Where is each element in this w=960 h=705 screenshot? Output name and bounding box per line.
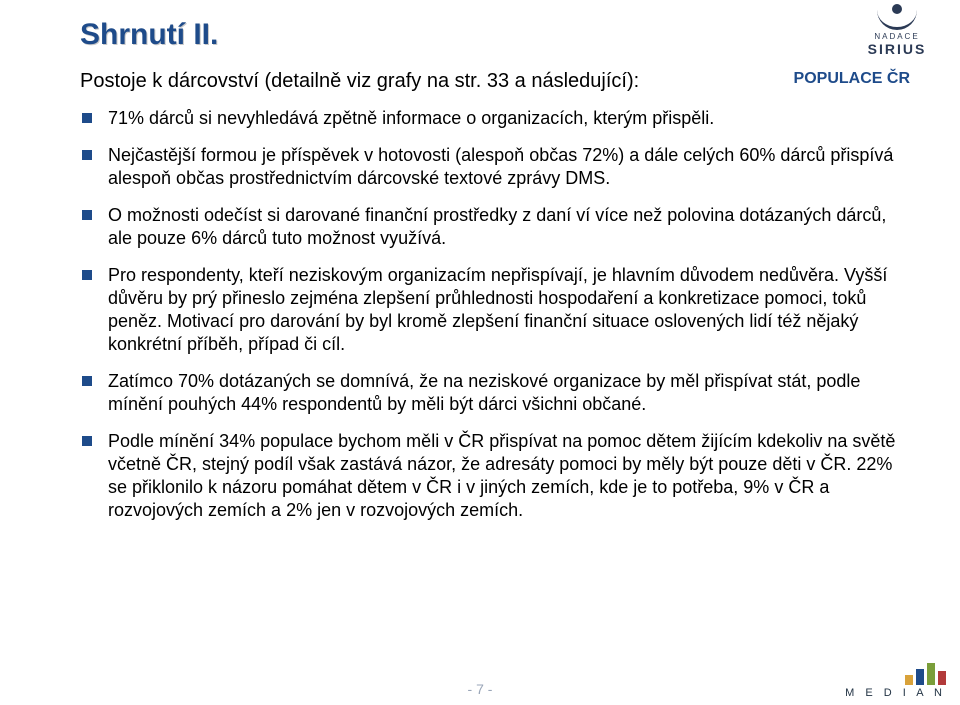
median-bar <box>905 675 913 685</box>
population-tag: POPULACE ČR <box>794 70 910 88</box>
subtitle: Postoje k dárcovství (detailně viz grafy… <box>80 70 910 93</box>
sirius-arc-icon <box>877 10 917 30</box>
median-label: M E D I A N <box>845 687 946 699</box>
bullet-item: Pro respondenty, kteří neziskovým organi… <box>108 264 910 356</box>
logo-sirius: NADACE SIRIUS <box>852 4 942 57</box>
sirius-line2: SIRIUS <box>852 41 942 57</box>
median-bar <box>938 671 946 685</box>
logo-median: M E D I A N <box>845 663 946 699</box>
bullet-item: Podle mínění 34% populace bychom měli v … <box>108 430 910 522</box>
bullet-item: 71% dárců si nevyhledává zpětně informac… <box>108 107 910 130</box>
median-bars-icon <box>845 663 946 685</box>
bullet-item: O možnosti odečíst si darované finanční … <box>108 204 910 250</box>
bullet-item: Nejčastější formou je příspěvek v hotovo… <box>108 144 910 190</box>
bullet-item: Zatímco 70% dotázaných se domnívá, že na… <box>108 370 910 416</box>
median-bar <box>927 663 935 685</box>
sirius-line1: NADACE <box>852 32 942 41</box>
slide-page: NADACE SIRIUS Shrnutí II. Postoje k dárc… <box>0 0 960 705</box>
median-bar <box>916 669 924 685</box>
bullet-list: 71% dárců si nevyhledává zpětně informac… <box>80 107 910 522</box>
page-title: Shrnutí II. <box>80 18 910 52</box>
page-number: - 7 - <box>0 681 960 697</box>
